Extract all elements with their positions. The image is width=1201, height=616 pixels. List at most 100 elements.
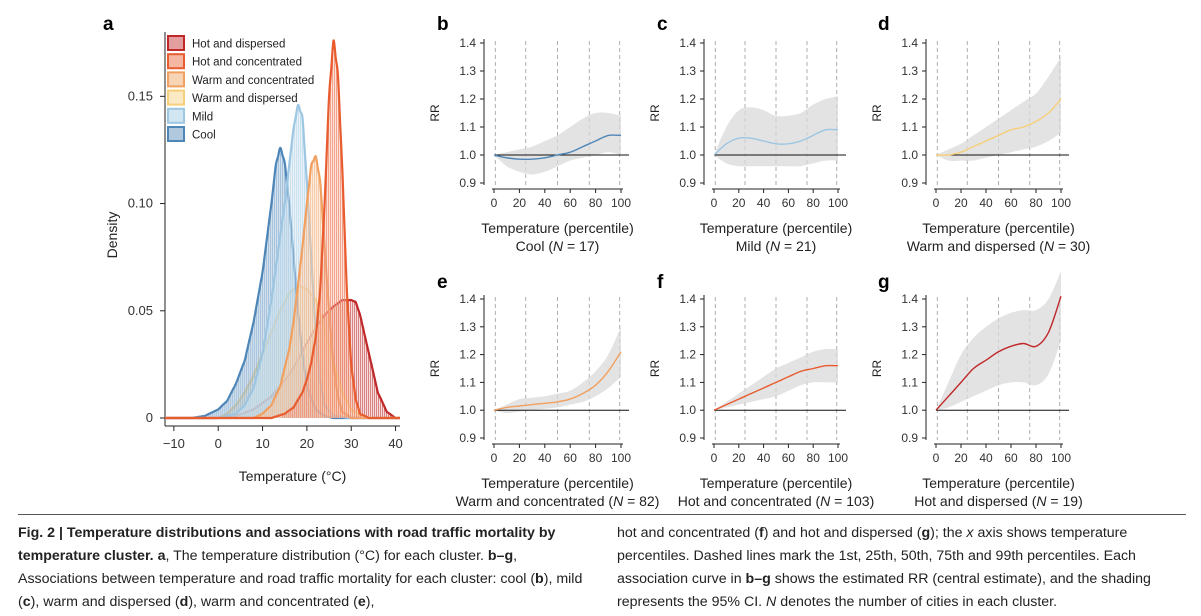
density-x-axis-label: Temperature (°C) bbox=[239, 468, 347, 484]
rr-x-tick-label: 20 bbox=[513, 451, 527, 465]
caption-panel-ref: c bbox=[22, 594, 31, 610]
rr-x-tick-label: 100 bbox=[1051, 451, 1071, 465]
rr-panel-title-name: Cool ( bbox=[516, 238, 554, 254]
rr-panel-title-name: Mild ( bbox=[736, 238, 771, 254]
rr-x-tick-label: 40 bbox=[757, 196, 771, 210]
rr-y-tick-label: 1.3 bbox=[901, 320, 918, 334]
rr-confidence-band bbox=[714, 96, 838, 167]
caption-panel-ref: e bbox=[357, 594, 366, 610]
legend-swatch bbox=[167, 35, 185, 51]
caption-panel-ref: b bbox=[535, 571, 544, 587]
legend-label: Warm and concentrated bbox=[192, 75, 314, 87]
density-x-tick-label: 20 bbox=[300, 436, 314, 451]
caption-left-column: Fig. 2 | Temperature distributions and a… bbox=[18, 522, 596, 614]
rr-confidence-band bbox=[494, 326, 621, 414]
rr-x-tick-label: 80 bbox=[1029, 451, 1043, 465]
rr-y-axis-label: RR bbox=[648, 360, 662, 378]
rr-x-tick-label: 0 bbox=[933, 196, 940, 210]
rr-curve bbox=[935, 295, 1062, 411]
density-curve bbox=[165, 39, 400, 420]
rr-y-tick-label: 1.0 bbox=[679, 148, 696, 162]
rr-x-tick-label: 60 bbox=[564, 451, 578, 465]
rr-x-tick-label: 40 bbox=[538, 451, 552, 465]
rr-y-tick-label: 1.2 bbox=[901, 92, 918, 106]
rr-y-tick-label: 1.1 bbox=[679, 120, 696, 134]
panel-label-d: d bbox=[878, 14, 890, 35]
rr-x-tick-label: 80 bbox=[589, 451, 603, 465]
panel-label-b: b bbox=[437, 14, 449, 35]
density-x-tick-label: 0 bbox=[215, 436, 222, 451]
rr-x-tick-label: 100 bbox=[1051, 196, 1071, 210]
rr-x-tick-label: 80 bbox=[589, 196, 603, 210]
legend-swatch bbox=[167, 71, 185, 88]
rr-x-tick-label: 40 bbox=[538, 196, 552, 210]
rr-y-tick-label: 0.9 bbox=[679, 431, 696, 445]
rr-y-tick-label: 1.0 bbox=[901, 403, 918, 417]
rr-x-tick-label: 20 bbox=[954, 451, 968, 465]
rr-y-tick-label: 1.3 bbox=[679, 320, 696, 334]
rr-y-axis-label: RR bbox=[428, 360, 442, 378]
rr-y-tick-label: 1.4 bbox=[901, 292, 918, 306]
rr-y-tick-label: 1.1 bbox=[901, 120, 918, 134]
rr-y-tick-label: 1.3 bbox=[901, 64, 918, 78]
rr-y-tick-label: 1.0 bbox=[459, 148, 476, 162]
rr-y-tick-label: 0.9 bbox=[901, 431, 918, 445]
rr-y-tick-label: 1.2 bbox=[901, 348, 918, 362]
rr-y-tick-label: 0.9 bbox=[459, 176, 476, 190]
density-area bbox=[165, 104, 400, 419]
caption-text: denotes the number of cities in each clu… bbox=[776, 594, 1058, 610]
rr-x-tick-label: 0 bbox=[491, 196, 498, 210]
legend-swatch bbox=[167, 89, 185, 106]
rr-panel-title-n-value: = 30) bbox=[1054, 238, 1090, 254]
rr-panel-e: e 0.9 1.0 1.1 1.2 1.3 1.4 0 20 40 60 80 100 RR Tempera… bbox=[428, 272, 659, 509]
rr-x-axis-label: Temperature (percentile) bbox=[481, 475, 634, 491]
rr-panel-title-name: Warm and concentrated ( bbox=[456, 493, 614, 509]
panel-label-e: e bbox=[437, 272, 448, 293]
rr-panel-f: f 0.9 1.0 1.1 1.2 1.3 1.4 0 20 40 60 80 100 RR Tempera… bbox=[648, 272, 874, 509]
legend-label: Hot and dispersed bbox=[192, 39, 285, 51]
rr-panel-title-n-value: = 82) bbox=[623, 493, 659, 509]
rr-x-tick-label: 100 bbox=[828, 196, 848, 210]
rr-y-tick-label: 1.1 bbox=[679, 375, 696, 389]
rr-x-tick-label: 40 bbox=[757, 451, 771, 465]
caption-panel-ref: b–g bbox=[487, 548, 514, 564]
rr-x-axis-label: Temperature (percentile) bbox=[922, 220, 1075, 236]
density-legend: Hot and dispersed Hot and concentrated War… bbox=[167, 35, 314, 142]
rr-x-tick-label: 20 bbox=[732, 196, 746, 210]
rr-y-tick-label: 1.4 bbox=[459, 292, 476, 306]
rr-x-tick-label: 100 bbox=[611, 451, 631, 465]
caption-italic-symbol: x bbox=[966, 525, 974, 541]
caption-figure-label: Fig. 2 | bbox=[18, 525, 67, 541]
panel-label-g: g bbox=[878, 272, 890, 293]
rr-x-tick-label: 0 bbox=[491, 451, 498, 465]
panel-label-f: f bbox=[657, 272, 664, 293]
rr-y-tick-label: 0.9 bbox=[901, 176, 918, 190]
caption-text: ); the bbox=[930, 525, 967, 541]
rr-confidence-band bbox=[936, 57, 1061, 161]
density-series-hot-and-concentrated bbox=[165, 39, 400, 420]
density-y-tick-label: 0.15 bbox=[128, 88, 153, 103]
rr-panel-title: Warm and dispersed (N = 30) bbox=[907, 238, 1091, 254]
density-y-axis-label: Density bbox=[104, 212, 120, 259]
rr-confidence-band bbox=[714, 348, 838, 411]
rr-panel-title: Hot and concentrated (N = 103) bbox=[678, 493, 875, 509]
rr-x-tick-label: 20 bbox=[954, 196, 968, 210]
rr-panel-b: b 0.9 1.0 1.1 1.2 1.3 1.4 0 20 40 60 80 100 RR Tempera… bbox=[428, 14, 634, 254]
caption-panel-ref: d bbox=[179, 594, 189, 610]
rr-y-tick-label: 1.0 bbox=[901, 148, 918, 162]
rr-x-tick-label: 40 bbox=[979, 196, 993, 210]
caption-text: ), mild ( bbox=[18, 571, 583, 610]
rr-y-tick-label: 1.2 bbox=[459, 92, 476, 106]
rr-x-tick-label: 0 bbox=[711, 196, 718, 210]
rr-x-tick-label: 80 bbox=[807, 451, 821, 465]
rr-x-axis-label: Temperature (percentile) bbox=[700, 475, 853, 491]
density-panel: a 0 0.05 0.10 0.15 −10 0 10 20 30 40 Temperature (°… bbox=[103, 14, 403, 484]
rr-y-tick-label: 1.2 bbox=[679, 348, 696, 362]
caption-panel-ref: b–g bbox=[745, 571, 771, 587]
rr-x-tick-label: 0 bbox=[933, 451, 940, 465]
rr-y-axis-label: RR bbox=[648, 104, 662, 122]
rr-y-axis-label: RR bbox=[870, 104, 884, 122]
density-x-tick-label: 10 bbox=[255, 436, 269, 451]
rr-x-tick-label: 100 bbox=[611, 196, 631, 210]
rr-panel-title-n-value: = 19) bbox=[1047, 493, 1083, 509]
